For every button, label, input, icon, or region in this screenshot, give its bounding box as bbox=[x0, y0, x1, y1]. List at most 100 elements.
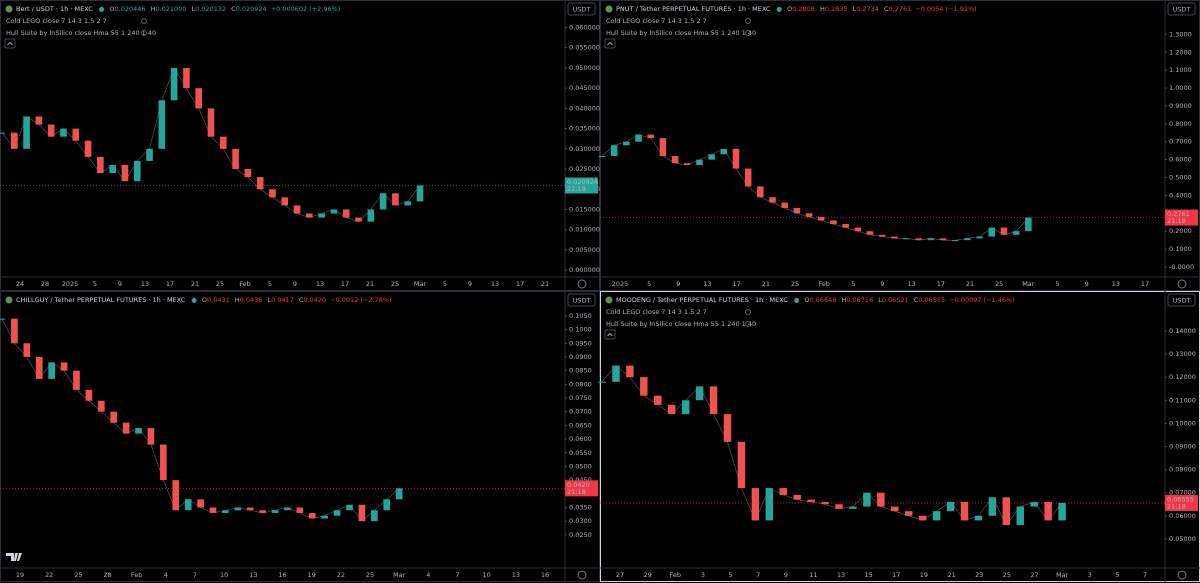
candle bbox=[346, 504, 353, 511]
symbol-title: Bert / USDT · 1h · MEXC bbox=[16, 5, 93, 13]
ohlc-value: 0.020446 bbox=[115, 5, 146, 13]
time-label: Feb bbox=[818, 280, 830, 288]
price-tick-label: 0.055000 bbox=[569, 44, 600, 52]
candle bbox=[109, 164, 116, 174]
candle bbox=[147, 428, 155, 445]
ohlc-value: 0.06555 bbox=[918, 296, 945, 304]
candle bbox=[1030, 501, 1038, 507]
candle bbox=[671, 156, 679, 164]
ohlc-value: 0.06521 bbox=[882, 296, 909, 304]
settings-button[interactable] bbox=[1177, 279, 1187, 289]
settings-button[interactable] bbox=[577, 570, 587, 580]
price-tick-label: 0.025000 bbox=[569, 165, 600, 173]
change: +0.000602 (+2.96%) bbox=[271, 5, 341, 13]
visibility-toggle[interactable] bbox=[141, 30, 147, 36]
price-tick-label: 0.0300 bbox=[569, 517, 592, 525]
time-label: 5 bbox=[93, 280, 97, 288]
candle bbox=[891, 506, 899, 512]
settings-button[interactable] bbox=[577, 279, 587, 289]
ohlc-key: L bbox=[267, 296, 271, 304]
collapse-button[interactable] bbox=[4, 38, 16, 49]
candle bbox=[371, 510, 378, 522]
status-dot: ● bbox=[191, 296, 197, 304]
settings-button[interactable] bbox=[1177, 570, 1187, 580]
price-tick-label: 0.045000 bbox=[569, 84, 600, 92]
candle bbox=[183, 67, 190, 89]
price-tick-label: 0.1000 bbox=[569, 326, 592, 334]
ohlc-key: C bbox=[299, 296, 304, 304]
time-label: 19 bbox=[920, 571, 928, 579]
visibility-toggle[interactable] bbox=[141, 18, 147, 24]
panel-border bbox=[600, 0, 1200, 291]
candle bbox=[293, 205, 301, 214]
candle bbox=[306, 213, 313, 218]
ohlc-value: 0.0436 bbox=[240, 296, 263, 304]
candle bbox=[281, 197, 289, 206]
price-tick-label: 0.9000 bbox=[1169, 102, 1192, 110]
visibility-toggle[interactable] bbox=[745, 309, 751, 315]
price-tick-label: 0.11000 bbox=[1169, 396, 1196, 404]
time-label: 21 bbox=[947, 571, 955, 579]
candle bbox=[708, 154, 715, 160]
visibility-toggle[interactable] bbox=[745, 321, 751, 327]
price-tick-label: 1.3000 bbox=[1169, 30, 1192, 38]
price-line bbox=[1, 318, 400, 522]
countdown: 21:18 bbox=[567, 488, 586, 496]
time-label: 25 bbox=[1003, 571, 1011, 579]
price-tick-label: 0.14000 bbox=[1169, 327, 1196, 335]
candle bbox=[284, 507, 291, 511]
candle bbox=[598, 381, 606, 383]
panel-border bbox=[0, 291, 600, 582]
symbol-icon bbox=[605, 296, 613, 304]
candle bbox=[170, 67, 178, 101]
candle bbox=[97, 400, 105, 412]
ohlc-value: 0.020924 bbox=[236, 5, 267, 13]
candle bbox=[849, 506, 857, 509]
time-label: Mar bbox=[1056, 571, 1069, 579]
price-tick-label: 0.035000 bbox=[569, 125, 600, 133]
candle bbox=[732, 148, 740, 169]
currency-button[interactable] bbox=[1167, 2, 1196, 16]
price-tick-label: 0.0600 bbox=[569, 435, 592, 443]
time-label: 13 bbox=[703, 280, 711, 288]
time-label: 21 bbox=[366, 280, 374, 288]
price-tick-label: 0.07000 bbox=[1169, 489, 1196, 497]
time-label: 5 bbox=[728, 571, 732, 579]
time-label: Feb bbox=[239, 280, 251, 288]
time-label: 27 bbox=[1030, 571, 1038, 579]
time-label: 9 bbox=[676, 280, 680, 288]
price-tick-label: 0.030000 bbox=[569, 145, 600, 153]
candle bbox=[723, 414, 732, 442]
collapse-button[interactable] bbox=[604, 329, 616, 340]
price-tick-label: 0.05000 bbox=[1169, 535, 1196, 543]
legend-line: CHILLGUY / Tether PERPETUAL FUTURES · 1h… bbox=[16, 296, 392, 304]
candle bbox=[110, 411, 118, 423]
price-tick-label: 0.2000 bbox=[1169, 227, 1192, 235]
price-tick-label: 0.6000 bbox=[1169, 156, 1192, 164]
ohlc-value: 0.06716 bbox=[846, 296, 873, 304]
candle bbox=[160, 444, 167, 481]
collapse-button[interactable] bbox=[604, 38, 616, 49]
currency-button[interactable] bbox=[1167, 293, 1196, 307]
time-label: 9 bbox=[880, 280, 884, 288]
price-tick-label: 0.0850 bbox=[569, 367, 592, 375]
candle bbox=[85, 389, 93, 401]
candle bbox=[1058, 502, 1066, 521]
candle bbox=[635, 134, 642, 142]
price-tick-label: 0.015000 bbox=[569, 205, 600, 213]
candle bbox=[222, 510, 229, 513]
last-price-tag bbox=[1165, 494, 1198, 511]
currency-button[interactable] bbox=[567, 293, 596, 307]
currency-button[interactable] bbox=[567, 2, 596, 16]
status-dot: ● bbox=[794, 296, 800, 304]
panel-border bbox=[600, 291, 1200, 582]
candle bbox=[207, 108, 215, 137]
ohlc-key: H bbox=[841, 296, 846, 304]
time-label: 17 bbox=[937, 280, 945, 288]
candle bbox=[946, 501, 955, 512]
time-label: 21 bbox=[762, 280, 770, 288]
price-tick-label: 0.1050 bbox=[569, 312, 592, 320]
visibility-toggle[interactable] bbox=[745, 18, 751, 24]
visibility-toggle[interactable] bbox=[745, 30, 751, 36]
time-label: 9 bbox=[784, 571, 788, 579]
